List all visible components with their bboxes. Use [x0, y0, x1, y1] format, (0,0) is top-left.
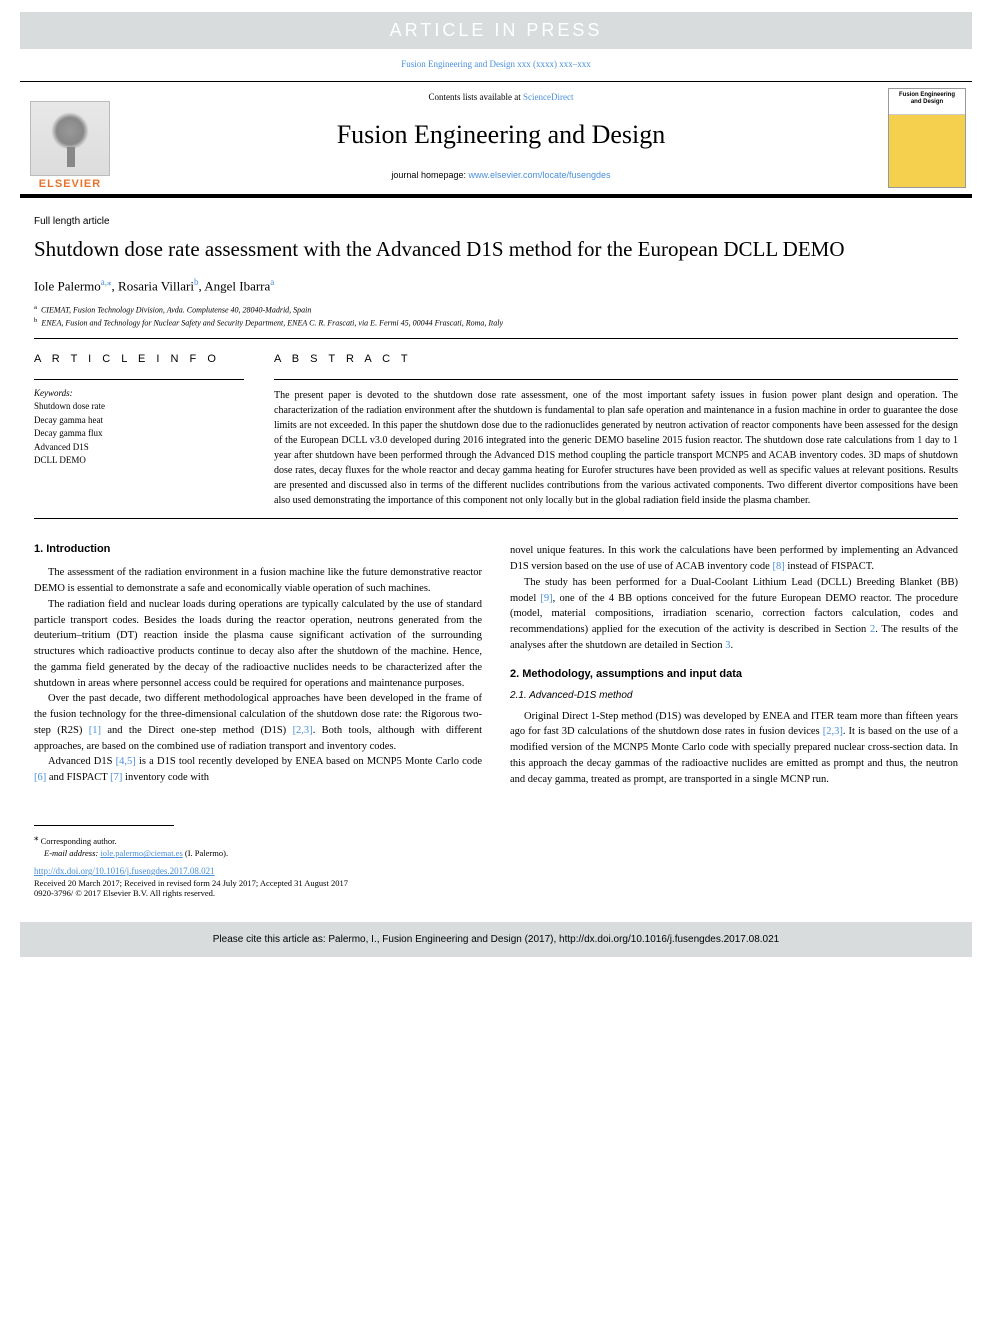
s1-p3: Over the past decade, two different meth… [34, 691, 482, 754]
column-right: novel unique features. In this work the … [510, 543, 958, 787]
corresponding-author: ⁎ Corresponding author. [34, 832, 958, 846]
keywords-label: Keywords: [34, 388, 244, 398]
keyword-3: Decay gamma flux [34, 427, 244, 441]
cover-title-line2: and Design [911, 99, 943, 105]
author-3-affil: a [270, 277, 274, 287]
keyword-1: Shutdown dose rate [34, 400, 244, 414]
ref-8[interactable]: [8] [772, 561, 784, 572]
cover-title-line1: Fusion Engineering [899, 92, 955, 98]
info-rule [34, 379, 244, 380]
s1-p2: The radiation field and nuclear loads du… [34, 597, 482, 692]
abstract-text: The present paper is devoted to the shut… [274, 388, 958, 508]
keyword-2: Decay gamma heat [34, 414, 244, 428]
affiliation-a: a CIEMAT, Fusion Technology Division, Av… [34, 303, 958, 316]
top-citation: Fusion Engineering and Design xxx (xxxx)… [0, 51, 992, 81]
abstract-column: A B S T R A C T The present paper is dev… [274, 353, 958, 508]
header-center: Contents lists available at ScienceDirec… [120, 82, 882, 194]
s1-p1: The assessment of the radiation environm… [34, 565, 482, 597]
elsevier-label: ELSEVIER [39, 178, 101, 190]
abstract-heading: A B S T R A C T [274, 353, 958, 365]
cite-this-article-box: Please cite this article as: Palermo, I.… [20, 922, 972, 957]
homepage-link[interactable]: www.elsevier.com/locate/fusengdes [468, 170, 610, 180]
authors: Iole Palermoa,⁎, Rosaria Villarib, Angel… [34, 277, 958, 294]
ref-2-3[interactable]: [2,3] [293, 725, 313, 736]
contents-available: Contents lists available at ScienceDirec… [120, 92, 882, 102]
ref-1[interactable]: [1] [89, 725, 101, 736]
info-abstract-row: A R T I C L E I N F O Keywords: Shutdown… [34, 353, 958, 508]
column-left: 1. Introduction The assessment of the ra… [34, 543, 482, 787]
cover-image: Fusion Engineering and Design [888, 88, 966, 188]
body-columns: 1. Introduction The assessment of the ra… [34, 543, 958, 787]
journal-cover-thumb: Fusion Engineering and Design [882, 82, 972, 194]
s1-p5: The study has been performed for a Dual-… [510, 575, 958, 654]
article-info-heading: A R T I C L E I N F O [34, 353, 244, 365]
section-1-title: 1. Introduction [34, 543, 482, 555]
affiliation-b: b ENEA, Fusion and Technology for Nuclea… [34, 316, 958, 329]
contents-prefix: Contents lists available at [429, 92, 523, 102]
email-line: E-mail address: iole.palermo@ciemat.es (… [44, 848, 958, 858]
ref-2-3-b[interactable]: [2,3] [823, 726, 843, 737]
rule-1 [34, 338, 958, 339]
journal-homepage: journal homepage: www.elsevier.com/locat… [120, 170, 882, 180]
article-in-press-banner: ARTICLE IN PRESS [20, 12, 972, 49]
footer: ⁎ Corresponding author. E-mail address: … [34, 817, 958, 898]
copyright-line: 0920-3796/ © 2017 Elsevier B.V. All righ… [34, 888, 958, 898]
rule-2 [34, 518, 958, 519]
author-1-affil: a,⁎ [101, 277, 112, 287]
keyword-4: Advanced D1S [34, 441, 244, 455]
s21-p1: Original Direct 1-Step method (D1S) was … [510, 709, 958, 788]
section-2-title: 2. Methodology, assumptions and input da… [510, 668, 958, 680]
article-info-column: A R T I C L E I N F O Keywords: Shutdown… [34, 353, 244, 508]
sciencedirect-link[interactable]: ScienceDirect [523, 92, 573, 102]
s1-p4-left: Advanced D1S [4,5] is a D1S tool recentl… [34, 754, 482, 786]
article-title: Shutdown dose rate assessment with the A… [34, 235, 958, 263]
footer-rule [34, 825, 174, 826]
s1-p4-right: novel unique features. In this work the … [510, 543, 958, 575]
article-type: Full length article [34, 216, 958, 227]
ref-9[interactable]: [9] [540, 593, 552, 604]
journal-name: Fusion Engineering and Design [120, 120, 882, 150]
journal-header: ELSEVIER Contents lists available at Sci… [20, 81, 972, 198]
ref-7[interactable]: [7] [110, 772, 122, 783]
ref-4-5[interactable]: [4,5] [116, 756, 136, 767]
keywords-list: Shutdown dose rate Decay gamma heat Deca… [34, 400, 244, 468]
email-link[interactable]: iole.palermo@ciemat.es [100, 848, 182, 858]
cover-title: Fusion Engineering and Design [889, 89, 965, 115]
elsevier-tree-icon [30, 101, 110, 176]
ref-6[interactable]: [6] [34, 772, 46, 783]
affiliations: a CIEMAT, Fusion Technology Division, Av… [34, 303, 958, 329]
doi-link[interactable]: http://dx.doi.org/10.1016/j.fusengdes.20… [34, 866, 215, 876]
author-1: Iole Palermo [34, 279, 101, 294]
abstract-rule [274, 379, 958, 380]
author-3: Angel Ibarra [204, 279, 270, 294]
keyword-5: DCLL DEMO [34, 454, 244, 468]
received-line: Received 20 March 2017; Received in revi… [34, 878, 958, 888]
homepage-prefix: journal homepage: [391, 170, 468, 180]
section-2-1-title: 2.1. Advanced-D1S method [510, 690, 958, 701]
author-2: Rosaria Villari [118, 279, 194, 294]
elsevier-logo: ELSEVIER [20, 82, 120, 194]
